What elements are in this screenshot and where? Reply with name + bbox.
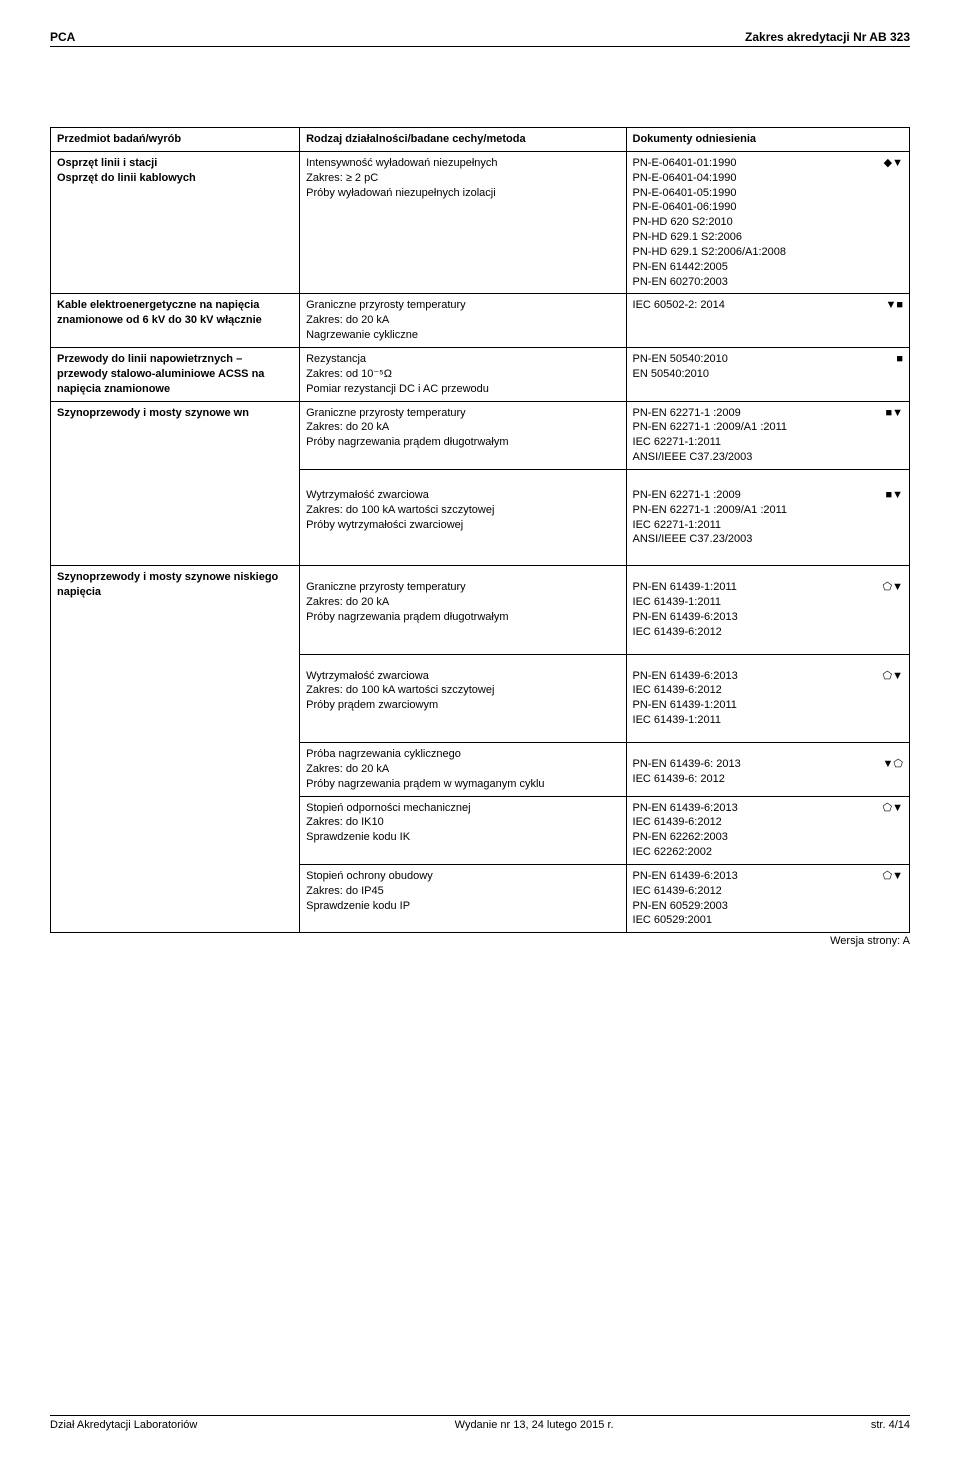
method-text: Wytrzymałość zwarciowaZakres: do 100 kA … [300,469,626,565]
page-footer: Dział Akredytacji Laboratoriów Wydanie n… [50,1415,910,1431]
symbol-markers: ⬠▼ [879,869,903,884]
th-subject: Przedmiot badań/wyrób [51,128,300,152]
method-text: Próba nagrzewania cyklicznegoZakres: do … [300,743,626,797]
th-docs: Dokumenty odniesienia [626,128,909,152]
symbol-markers: ■▼ [881,406,903,421]
table-row: Przewody do linii napowietrznych – przew… [51,347,910,401]
table-row: Osprzęt linii i stacjiOsprzęt do linii k… [51,151,910,294]
subject-text: Szynoprzewody i mosty szynowe niskiego n… [57,571,278,598]
symbol-markers: ⬠▼ [879,580,903,595]
symbol-markers: ■▼ [881,488,903,503]
docs-text: PN-EN 61439-6: 2013IEC 61439-6: 2012 [633,758,741,785]
method-text: Graniczne przyrosty temperaturyZakres: d… [300,401,626,469]
subject-text: Przewody do linii napowietrznych – przew… [57,353,264,395]
docs-text: PN-EN 62271-1 :2009PN-EN 62271-1 :2009/A… [633,489,788,546]
footer-right: str. 4/14 [871,1419,910,1431]
docs-text: PN-E-06401-01:1990PN-E-06401-04:1990PN-E… [633,157,787,288]
subject-text: Kable elektroenergetyczne na napięcia zn… [57,299,262,326]
docs-text: PN-EN 61439-1:2011IEC 61439-1:2011PN-EN … [633,581,738,638]
method-text: RezystancjaZakres: od 10⁻⁵ΩPomiar rezyst… [300,347,626,401]
method-text: Stopień odporności mechanicznejZakres: d… [300,796,626,864]
subject-text: Osprzęt linii i stacjiOsprzęt do linii k… [57,157,196,184]
symbol-markers: ◆▼ [880,156,903,171]
docs-text: PN-EN 50540:2010EN 50540:2010 [633,353,728,380]
docs-text: PN-EN 61439-6:2013IEC 61439-6:2012PN-EN … [633,802,738,859]
symbol-markers: ▼⬠ [879,757,903,772]
docs-text: IEC 60502-2: 2014 [633,299,725,311]
th-method: Rodzaj działalności/badane cechy/metoda [300,128,626,152]
table-row: Kable elektroenergetyczne na napięcia zn… [51,294,910,348]
symbol-markers: ▼■ [881,298,903,313]
method-text: Stopień ochrony obudowyZakres: do IP45Sp… [300,864,626,932]
symbol-markers: ■ [892,352,903,367]
method-text: Graniczne przyrosty temperaturyZakres: d… [300,294,626,348]
version-line: Wersja strony: A [50,935,910,947]
method-text: Graniczne przyrosty temperaturyZakres: d… [300,566,626,654]
symbol-markers: ⬠▼ [879,669,903,684]
docs-text: PN-EN 62271-1 :2009PN-EN 62271-1 :2009/A… [633,407,788,464]
header-left: PCA [50,30,75,44]
footer-left: Dział Akredytacji Laboratoriów [50,1419,197,1431]
method-text: Intensywność wyładowań niezupełnychZakre… [300,151,626,294]
page-header: PCA Zakres akredytacji Nr AB 323 [50,30,910,47]
docs-text: PN-EN 61439-6:2013IEC 61439-6:2012PN-EN … [633,670,738,727]
subject-text: Szynoprzewody i mosty szynowe wn [57,407,249,419]
symbol-markers: ⬠▼ [879,801,903,816]
accreditation-table: Przedmiot badań/wyrób Rodzaj działalnośc… [50,127,910,933]
footer-center: Wydanie nr 13, 24 lutego 2015 r. [455,1419,614,1431]
method-text: Wytrzymałość zwarciowaZakres: do 100 kA … [300,654,626,742]
table-row: Szynoprzewody i mosty szynowe wn Granicz… [51,401,910,469]
header-right: Zakres akredytacji Nr AB 323 [745,30,910,44]
docs-text: PN-EN 61439-6:2013IEC 61439-6:2012PN-EN … [633,870,738,927]
table-header-row: Przedmiot badań/wyrób Rodzaj działalnośc… [51,128,910,152]
table-row: Szynoprzewody i mosty szynowe niskiego n… [51,566,910,654]
